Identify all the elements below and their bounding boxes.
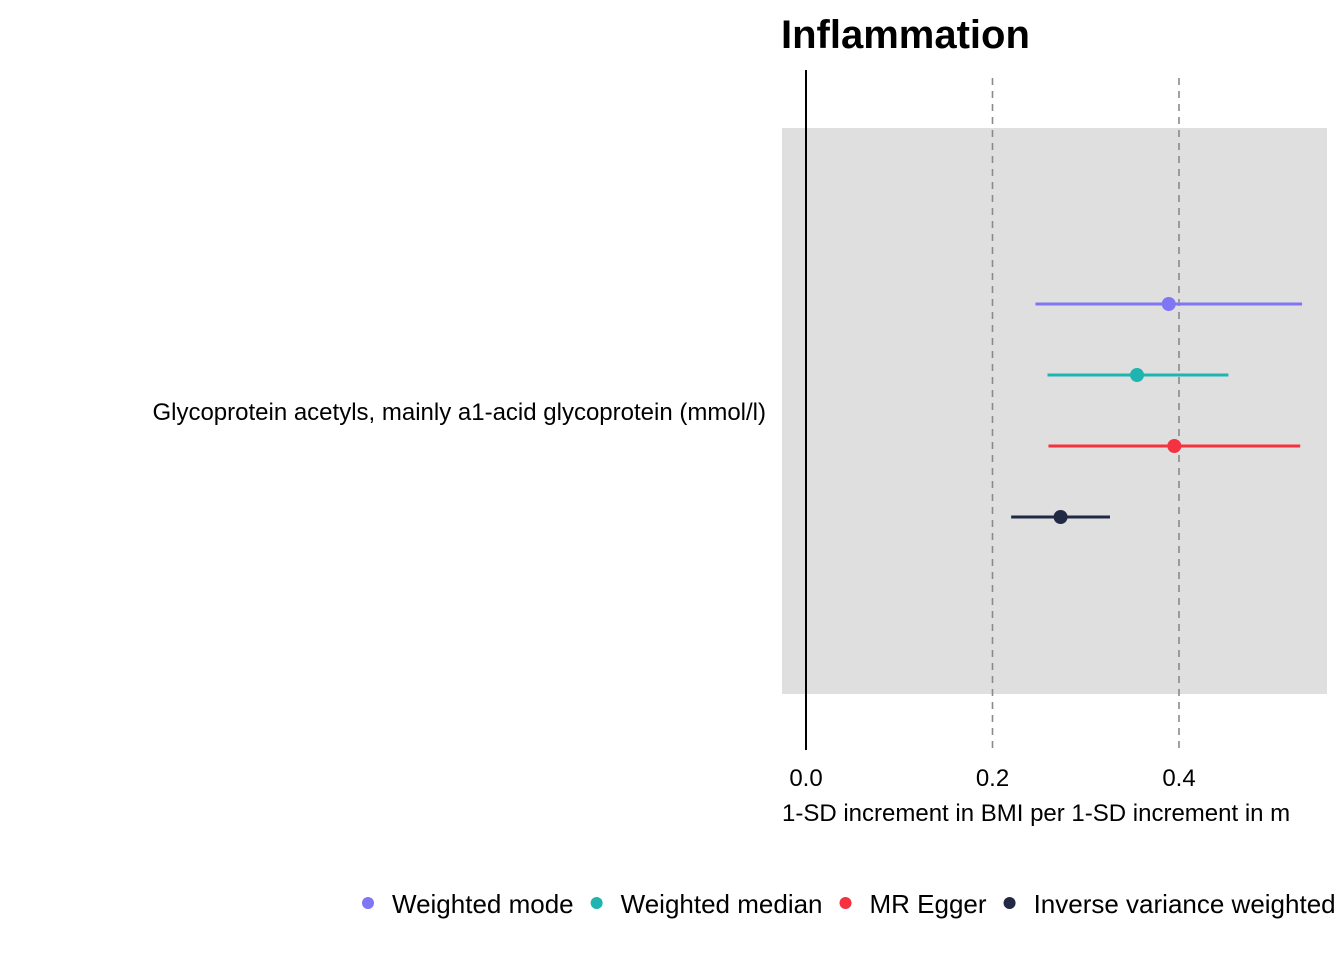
legend-marker [362, 897, 374, 909]
x-tick-labels: 0.0 0.2 0.4 [789, 765, 1195, 792]
plot-panel [782, 128, 1327, 694]
point-estimate [1130, 368, 1145, 382]
x-tick-label: 0.0 [789, 765, 822, 792]
x-tick-label: 0.2 [976, 765, 1009, 792]
point-estimate [1161, 297, 1176, 311]
x-axis-label: 1-SD increment in BMI per 1-SD increment… [782, 800, 1290, 827]
legend-marker [839, 897, 852, 909]
legend-marker [590, 897, 603, 909]
legend-marker [1003, 897, 1016, 909]
point-estimate [1167, 439, 1182, 453]
legend: Weighted mode Weighted median MR Egger Inve… [362, 889, 1336, 919]
category-label: Glycoprotein acetyls, mainly a1-acid gly… [152, 399, 766, 426]
x-tick-label: 0.4 [1162, 765, 1195, 792]
point-estimate [1053, 510, 1068, 524]
legend-label: Inverse variance weighted [1034, 889, 1336, 919]
chart-title: Inflammation [781, 13, 1030, 57]
legend-label: MR Egger [870, 889, 987, 919]
legend-label: Weighted median [621, 889, 823, 919]
legend-label: Weighted mode [392, 889, 574, 919]
series-marks [1011, 297, 1303, 524]
dashed-reference-lines [991, 78, 1180, 750]
